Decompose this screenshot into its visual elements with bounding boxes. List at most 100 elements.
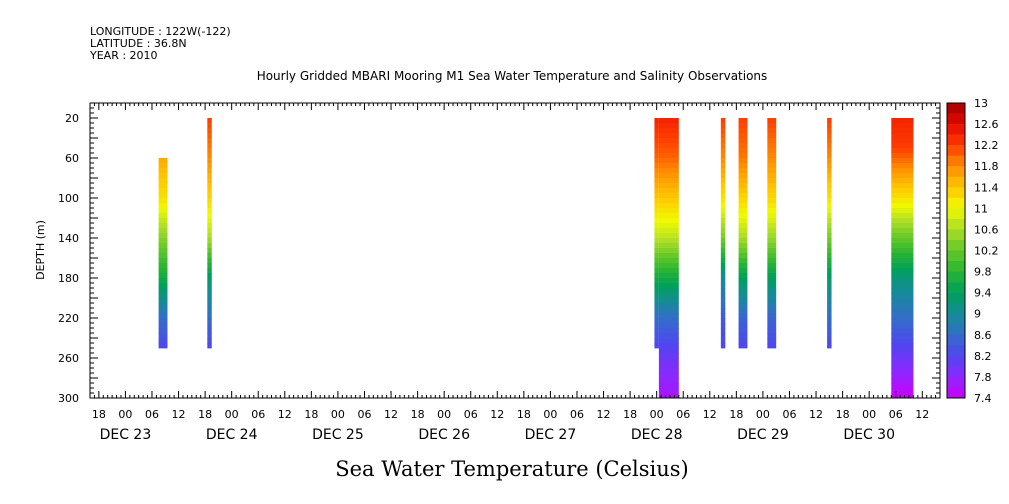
heatmap-cell — [891, 373, 914, 379]
colorbar-label: 11 — [974, 202, 988, 215]
heatmap-cell — [658, 128, 679, 134]
colorbar-segment — [947, 366, 965, 378]
heatmap-cell — [158, 183, 168, 189]
heatmap-cell — [654, 163, 659, 169]
heatmap-cell — [658, 368, 679, 374]
heatmap-cell — [720, 193, 726, 199]
heatmap-cell — [207, 258, 212, 264]
heatmap-cell — [158, 203, 168, 209]
colorbar-segment — [947, 334, 965, 346]
heatmap-cell — [658, 233, 679, 239]
heatmap-cell — [738, 248, 748, 254]
heatmap-cell — [158, 278, 168, 284]
heatmap-cell — [720, 133, 726, 139]
heatmap-cell — [738, 328, 748, 334]
heatmap-cell — [827, 198, 832, 204]
heatmap-cell — [827, 208, 832, 214]
heatmap-cell — [658, 283, 679, 289]
heatmap-cell — [658, 218, 679, 224]
heatmap-cell — [738, 203, 748, 209]
heatmap-cell — [827, 268, 832, 274]
heatmap-cell — [654, 168, 659, 174]
heatmap-cell — [891, 183, 914, 189]
heatmap-cell — [891, 353, 914, 359]
heatmap-cell — [654, 253, 659, 259]
heatmap-cell — [738, 278, 748, 284]
heatmap-cell — [658, 138, 679, 144]
heatmap-cell — [658, 288, 679, 294]
heatmap-cell — [738, 293, 748, 299]
heatmap-cell — [658, 323, 679, 329]
heatmap-cell — [158, 328, 168, 334]
x-tick-label: 18 — [836, 408, 850, 421]
heatmap-cell — [891, 338, 914, 344]
x-axis-title: Sea Water Temperature (Celsius) — [335, 457, 689, 481]
heatmap-cell — [738, 148, 748, 154]
heatmap-cell — [654, 338, 659, 344]
heatmap-cell — [891, 203, 914, 209]
heatmap-cell — [738, 273, 748, 279]
heatmap-cell — [654, 273, 659, 279]
heatmap-cell — [891, 163, 914, 169]
heatmap-cell — [738, 133, 748, 139]
heatmap-cell — [827, 218, 832, 224]
day-label: DEC 26 — [418, 427, 470, 443]
heatmap-cell — [738, 288, 748, 294]
heatmap-cell — [158, 258, 168, 264]
heatmap-cell — [658, 118, 679, 124]
heatmap-cell — [654, 188, 659, 194]
heatmap-cell — [827, 223, 832, 229]
heatmap-cell — [738, 323, 748, 329]
heatmap-cell — [658, 163, 679, 169]
heatmap-cell — [658, 393, 679, 399]
heatmap-cell — [738, 178, 748, 184]
heatmap-cell — [207, 213, 212, 219]
colorbar-segment — [947, 376, 965, 388]
heatmap-cell — [654, 238, 659, 244]
heatmap-cell — [654, 148, 659, 154]
heatmap-cell — [654, 123, 659, 129]
heatmap-cell — [827, 213, 832, 219]
heatmap-cell — [207, 183, 212, 189]
heatmap-cell — [207, 263, 212, 269]
heatmap-cell — [207, 343, 212, 349]
heatmap-cell — [654, 128, 659, 134]
heatmap-cell — [827, 323, 832, 329]
heatmap-cell — [891, 178, 914, 184]
x-tick-label: 06 — [782, 408, 796, 421]
x-tick-label: 12 — [809, 408, 823, 421]
heatmap-cell — [767, 193, 777, 199]
heatmap-cell — [767, 223, 777, 229]
heatmap-cell — [891, 393, 914, 399]
colorbar-label: 9.4 — [974, 287, 992, 300]
heatmap-cell — [738, 238, 748, 244]
heatmap-cell — [654, 138, 659, 144]
heatmap-cell — [827, 313, 832, 319]
heatmap-cell — [658, 238, 679, 244]
heatmap-cell — [891, 208, 914, 214]
colorbar: 13 12.6 12.2 11.8 11.4 11 10.6 10.2 9.8 9.4 9 8.6 8.… — [946, 97, 999, 405]
x-tick-label: 18 — [411, 408, 425, 421]
colorbar-segment — [947, 208, 965, 220]
heatmap-cell — [658, 273, 679, 279]
heatmap-cell — [158, 323, 168, 329]
y-tick-label: 60 — [65, 152, 79, 165]
colorbar-segment — [947, 176, 965, 188]
heatmap-cell — [767, 288, 777, 294]
colorbar-label: 13 — [974, 97, 988, 110]
heatmap-cell — [207, 278, 212, 284]
heatmap-cell — [158, 178, 168, 184]
heatmap-cell — [207, 248, 212, 254]
heatmap-cell — [720, 343, 726, 349]
heatmap-cell — [891, 308, 914, 314]
colorbar-segment — [947, 313, 965, 325]
heatmap-cell — [158, 193, 168, 199]
heatmap-cell — [720, 183, 726, 189]
heatmap-cell — [658, 198, 679, 204]
heatmap-cell — [767, 308, 777, 314]
axis-ticks — [89, 102, 941, 399]
heatmap-cell — [738, 153, 748, 159]
meta-longitude: LONGITUDE : 122W(-122) — [90, 25, 231, 38]
x-tick-label: 00 — [650, 408, 664, 421]
x-tick-label: 00 — [543, 408, 557, 421]
